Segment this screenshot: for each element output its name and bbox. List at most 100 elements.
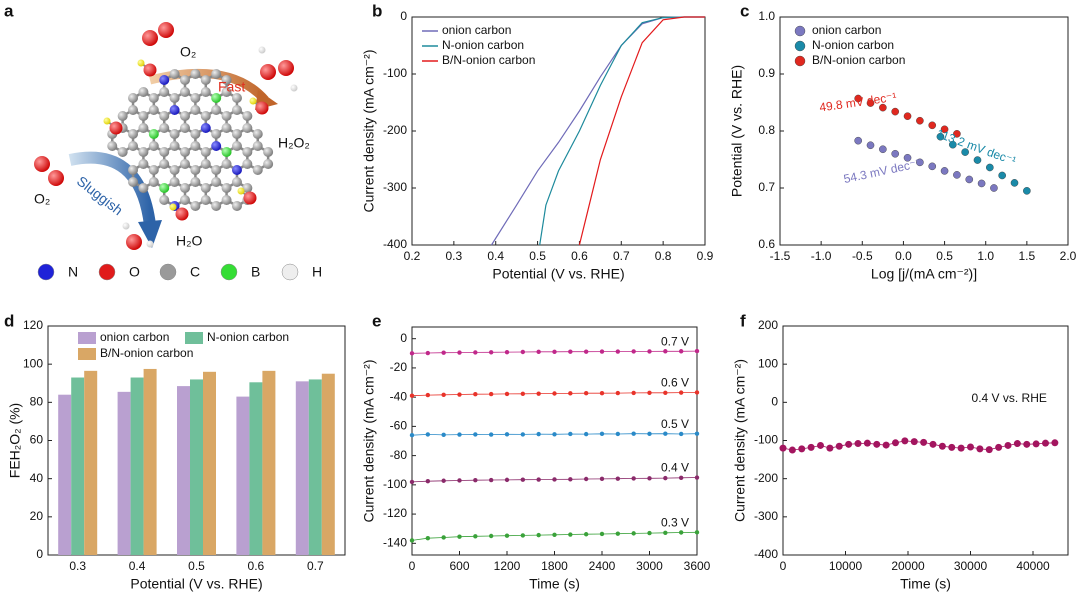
data-point: [520, 349, 526, 355]
panel-label: a: [4, 1, 14, 20]
atom: [169, 93, 180, 103]
data-point: [536, 391, 541, 396]
data-point: [568, 391, 573, 396]
atom: [146, 240, 154, 248]
atom: [175, 207, 189, 221]
x-tick-label: 0.2: [404, 249, 421, 263]
atom: [221, 159, 232, 169]
h2o-molecule: [122, 222, 154, 250]
legend-label: onion carbon: [100, 330, 169, 344]
data-point: [985, 446, 993, 454]
atom: [211, 177, 222, 187]
x-tick-label: 0.3: [69, 559, 86, 573]
x-tick-label: 2400: [589, 559, 616, 573]
atom: [128, 165, 139, 175]
data-point: [854, 136, 862, 145]
x-tick-label: 0.8: [655, 249, 672, 263]
atom: [190, 129, 201, 139]
legend-marker: [794, 55, 806, 67]
bar: [308, 379, 322, 555]
data-point: [928, 121, 937, 130]
data-point: [409, 538, 415, 543]
x-tick-label: 3600: [684, 559, 711, 573]
data-point: [990, 184, 998, 192]
data-point: [520, 533, 526, 538]
data-point: [583, 349, 589, 354]
bar: [84, 370, 98, 555]
x-tick-label: 0.7: [307, 559, 324, 573]
x-axis-label: Potential (V vs. RHE): [130, 576, 262, 592]
data-point: [488, 350, 494, 355]
bar: [177, 386, 190, 555]
data-point: [457, 432, 462, 437]
atom: [231, 177, 242, 187]
data-point: [441, 535, 446, 540]
atom: [158, 22, 174, 38]
atom: [180, 183, 190, 193]
y-tick-label: -100: [383, 477, 407, 491]
legend-label: N: [68, 264, 78, 280]
y-axis-label: Potential (V vs. RHE): [729, 65, 745, 197]
atom: [137, 59, 145, 67]
y-tick-label: -300: [754, 509, 778, 523]
x-tick-label: 0: [409, 559, 416, 573]
data-point: [536, 349, 541, 355]
data-point: [488, 391, 494, 397]
data-point: [920, 438, 928, 446]
y-tick-label: -100: [754, 433, 778, 447]
data-point: [425, 478, 431, 484]
x-tick-label: 0.5: [936, 249, 953, 263]
atom: [200, 123, 211, 133]
atom: [122, 222, 130, 230]
atom: [190, 69, 201, 79]
data-point: [976, 445, 984, 453]
data-point: [473, 350, 478, 355]
atom: [237, 187, 245, 195]
data-point: [615, 476, 621, 481]
x-tick-label: 0.6: [248, 559, 265, 573]
x-tick-label: 0.5: [188, 559, 205, 573]
atom: [211, 129, 222, 139]
atom: [180, 159, 190, 169]
atom: [211, 93, 222, 103]
data-point: [866, 141, 875, 150]
data-point: [504, 432, 510, 437]
data-point: [929, 440, 937, 448]
y-tick-label: -60: [390, 419, 408, 433]
atom: [169, 129, 180, 139]
atom: [180, 111, 190, 121]
data-point: [663, 431, 668, 436]
atom: [249, 97, 257, 105]
data-point: [694, 530, 700, 535]
mechanism-diagram: a O₂ Fast H₂O₂ Sluggish O₂ H₂O N O C B H: [4, 1, 322, 281]
legend-label: H: [312, 264, 322, 280]
atom: [290, 84, 298, 92]
atom: [211, 201, 222, 211]
data-point: [568, 349, 573, 354]
data-point: [520, 432, 526, 437]
data-point: [425, 535, 431, 541]
atom: [221, 111, 232, 121]
data-point: [583, 532, 589, 537]
data-point: [441, 350, 446, 355]
data-point: [967, 443, 974, 451]
atom: [255, 101, 269, 115]
legend-swatch: [78, 332, 96, 344]
o2-molecule: [34, 156, 64, 186]
y-tick-label: -100: [383, 66, 407, 80]
atom: [159, 183, 170, 193]
x-tick-label: 0.6: [571, 249, 588, 263]
atom: [169, 141, 180, 151]
data-point: [826, 444, 834, 452]
data-point: [873, 440, 881, 448]
data-point: [940, 167, 949, 175]
data-point: [599, 391, 605, 396]
data-point: [409, 479, 415, 485]
data-point: [779, 444, 787, 452]
data-point: [425, 392, 431, 398]
atom: [128, 129, 139, 139]
atom: [200, 147, 211, 157]
data-point: [536, 477, 541, 482]
atom: [159, 75, 170, 85]
